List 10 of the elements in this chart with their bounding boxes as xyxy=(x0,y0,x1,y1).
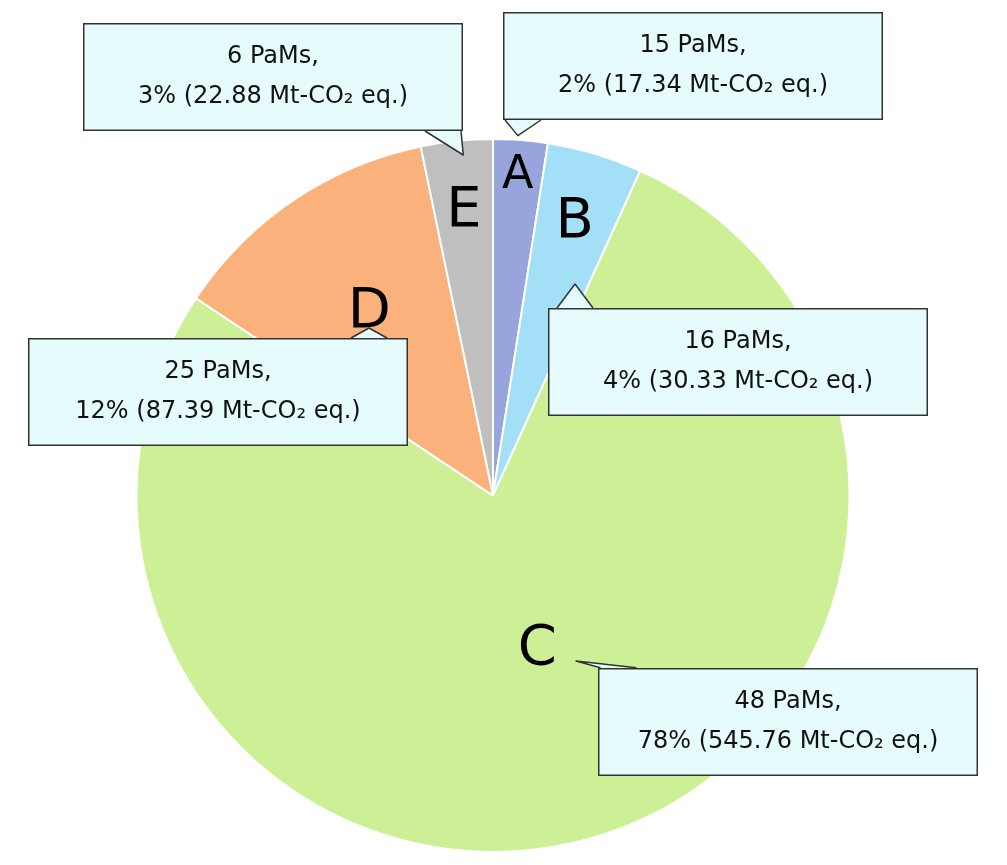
slice-label: A xyxy=(502,144,535,199)
data-label: 48 PaMs, 78% (545.76 Mt-CO₂ eq.) xyxy=(637,686,939,755)
data-label: 15 PaMs, 2% (17.34 Mt-CO₂ eq.) xyxy=(557,30,829,99)
slice-label: B xyxy=(555,184,594,250)
slice-label: E xyxy=(446,174,482,240)
slice-label: D xyxy=(347,274,391,340)
slice-label: C xyxy=(517,612,557,678)
data-label: 6 PaMs, 3% (22.88 Mt-CO₂ eq.) xyxy=(137,41,409,110)
data-label: 16 PaMs, 4% (30.33 Mt-CO₂ eq.) xyxy=(602,326,874,395)
data-label: 25 PaMs, 12% (87.39 Mt-CO₂ eq.) xyxy=(75,356,361,425)
